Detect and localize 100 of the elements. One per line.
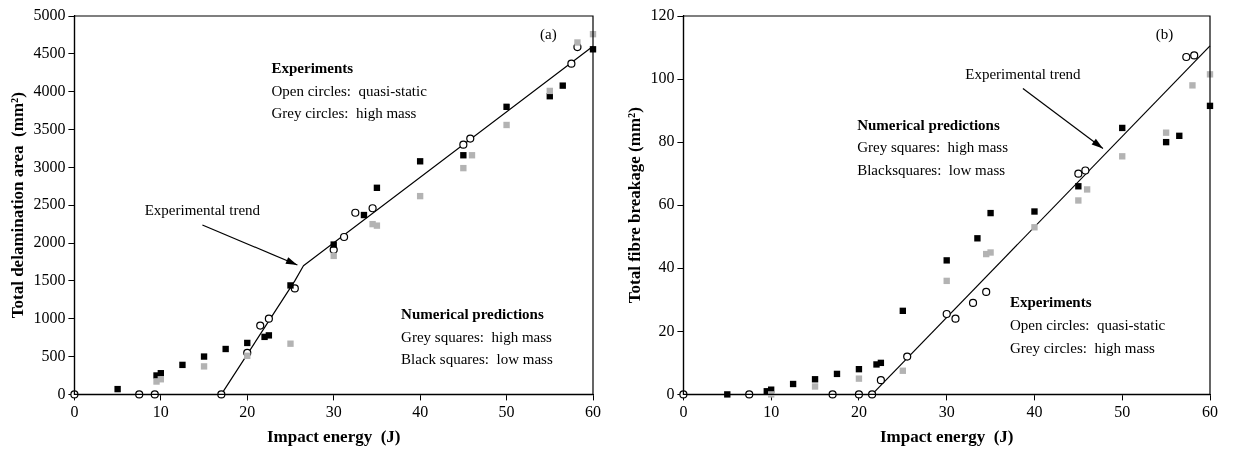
y-tick-label: 4500 bbox=[33, 44, 66, 62]
x-tick-label: 10 bbox=[152, 403, 169, 421]
y-tick-label: 500 bbox=[41, 346, 66, 364]
annotation: Blacksquares: low mass bbox=[857, 162, 1006, 179]
point bbox=[987, 249, 994, 256]
annotation: Experiments bbox=[271, 59, 354, 76]
point bbox=[855, 375, 863, 382]
y-tick-label: 4000 bbox=[33, 81, 66, 99]
point bbox=[503, 103, 510, 110]
point bbox=[368, 204, 377, 213]
y-tick-label: 3000 bbox=[33, 157, 66, 175]
point bbox=[811, 383, 819, 390]
x-tick-label: 10 bbox=[763, 403, 780, 421]
x-tick-label: 40 bbox=[412, 403, 429, 421]
annotation: Grey squares: high mass bbox=[857, 139, 1009, 156]
annotation: Grey squares: high mass bbox=[401, 328, 553, 345]
y-tick-label: 60 bbox=[658, 195, 675, 213]
point bbox=[330, 241, 337, 248]
y-tick-label: 0 bbox=[666, 384, 675, 402]
point bbox=[460, 164, 467, 172]
point bbox=[1190, 51, 1199, 60]
point bbox=[1031, 224, 1038, 231]
point bbox=[1189, 82, 1196, 89]
y-tick-label: 120 bbox=[650, 6, 675, 24]
y-tick-label: 0 bbox=[57, 384, 66, 402]
point bbox=[459, 140, 468, 149]
x-tick-label: 20 bbox=[850, 403, 867, 421]
point bbox=[1182, 52, 1191, 62]
x-tick-label: 50 bbox=[498, 403, 515, 421]
point bbox=[567, 59, 576, 68]
x-tick-label: 0 bbox=[679, 403, 688, 421]
point bbox=[503, 121, 510, 129]
point bbox=[903, 352, 912, 361]
point bbox=[1081, 166, 1090, 175]
point bbox=[559, 82, 566, 89]
y-axis-title: Total delamination area (mm²) bbox=[7, 92, 27, 319]
x-tick-label: 40 bbox=[1026, 403, 1043, 421]
point bbox=[265, 332, 273, 339]
y-tick-label: 1000 bbox=[33, 308, 66, 326]
point bbox=[574, 39, 581, 46]
annotation: Open circles: quasi-static bbox=[271, 82, 428, 99]
y-tick-label: 80 bbox=[658, 132, 675, 150]
point bbox=[982, 287, 991, 297]
point bbox=[351, 208, 360, 217]
point bbox=[114, 385, 121, 393]
annotation: (b) bbox=[1155, 25, 1174, 43]
point bbox=[466, 134, 475, 143]
annotation: Numerical predictions bbox=[857, 116, 1000, 133]
annotation: Open circles: quasi-static bbox=[1009, 317, 1166, 334]
y-tick-label: 40 bbox=[658, 258, 675, 276]
point bbox=[287, 282, 294, 289]
point bbox=[287, 340, 294, 347]
point bbox=[951, 314, 960, 323]
y-tick-label: 5000 bbox=[33, 6, 66, 24]
point bbox=[264, 314, 273, 323]
point bbox=[1119, 153, 1126, 160]
point bbox=[339, 232, 349, 242]
point bbox=[876, 376, 885, 385]
x-tick-label: 0 bbox=[70, 403, 79, 421]
annotation: Numerical predictions bbox=[401, 305, 544, 322]
point bbox=[1075, 197, 1082, 204]
x-tick-label: 30 bbox=[325, 403, 342, 421]
y-tick-label: 3500 bbox=[33, 119, 66, 137]
point bbox=[968, 298, 978, 308]
y-tick-label: 2000 bbox=[33, 233, 66, 251]
point bbox=[1074, 169, 1083, 178]
point bbox=[179, 361, 186, 369]
point bbox=[974, 235, 981, 242]
x-axis-title: Impact energy (J) bbox=[266, 427, 401, 447]
annotation: Black squares: low mass bbox=[401, 351, 553, 368]
annotation: Experimental trend bbox=[965, 65, 1082, 82]
x-tick-label: 60 bbox=[1202, 403, 1218, 421]
annotation: Experimental trend bbox=[144, 202, 261, 219]
annotation: (a) bbox=[540, 25, 557, 43]
annotation: Grey circles: high mass bbox=[1009, 339, 1156, 356]
point bbox=[222, 345, 229, 353]
point bbox=[373, 222, 381, 229]
point bbox=[200, 353, 208, 360]
annotation: Experiments bbox=[1009, 294, 1092, 311]
point bbox=[1075, 183, 1082, 190]
annotation: Grey circles: high mass bbox=[271, 105, 417, 122]
x-axis-title: Impact energy (J) bbox=[879, 427, 1014, 447]
y-tick-label: 1500 bbox=[33, 271, 66, 289]
point bbox=[1162, 129, 1170, 136]
point bbox=[200, 363, 208, 370]
point bbox=[943, 257, 950, 264]
point bbox=[256, 321, 265, 330]
point bbox=[942, 309, 951, 319]
y-tick-label: 20 bbox=[658, 321, 675, 339]
point bbox=[1083, 186, 1091, 193]
y-tick-label: 2500 bbox=[33, 195, 66, 213]
point bbox=[460, 152, 467, 159]
x-tick-label: 30 bbox=[938, 403, 955, 421]
y-axis-title: Total fibre breakage (mm²) bbox=[624, 107, 644, 304]
x-tick-label: 20 bbox=[239, 403, 256, 421]
point bbox=[1031, 208, 1038, 215]
x-tick-label: 50 bbox=[1114, 403, 1131, 421]
point bbox=[987, 209, 994, 217]
x-tick-label: 60 bbox=[585, 403, 601, 421]
y-tick-label: 100 bbox=[650, 69, 675, 87]
